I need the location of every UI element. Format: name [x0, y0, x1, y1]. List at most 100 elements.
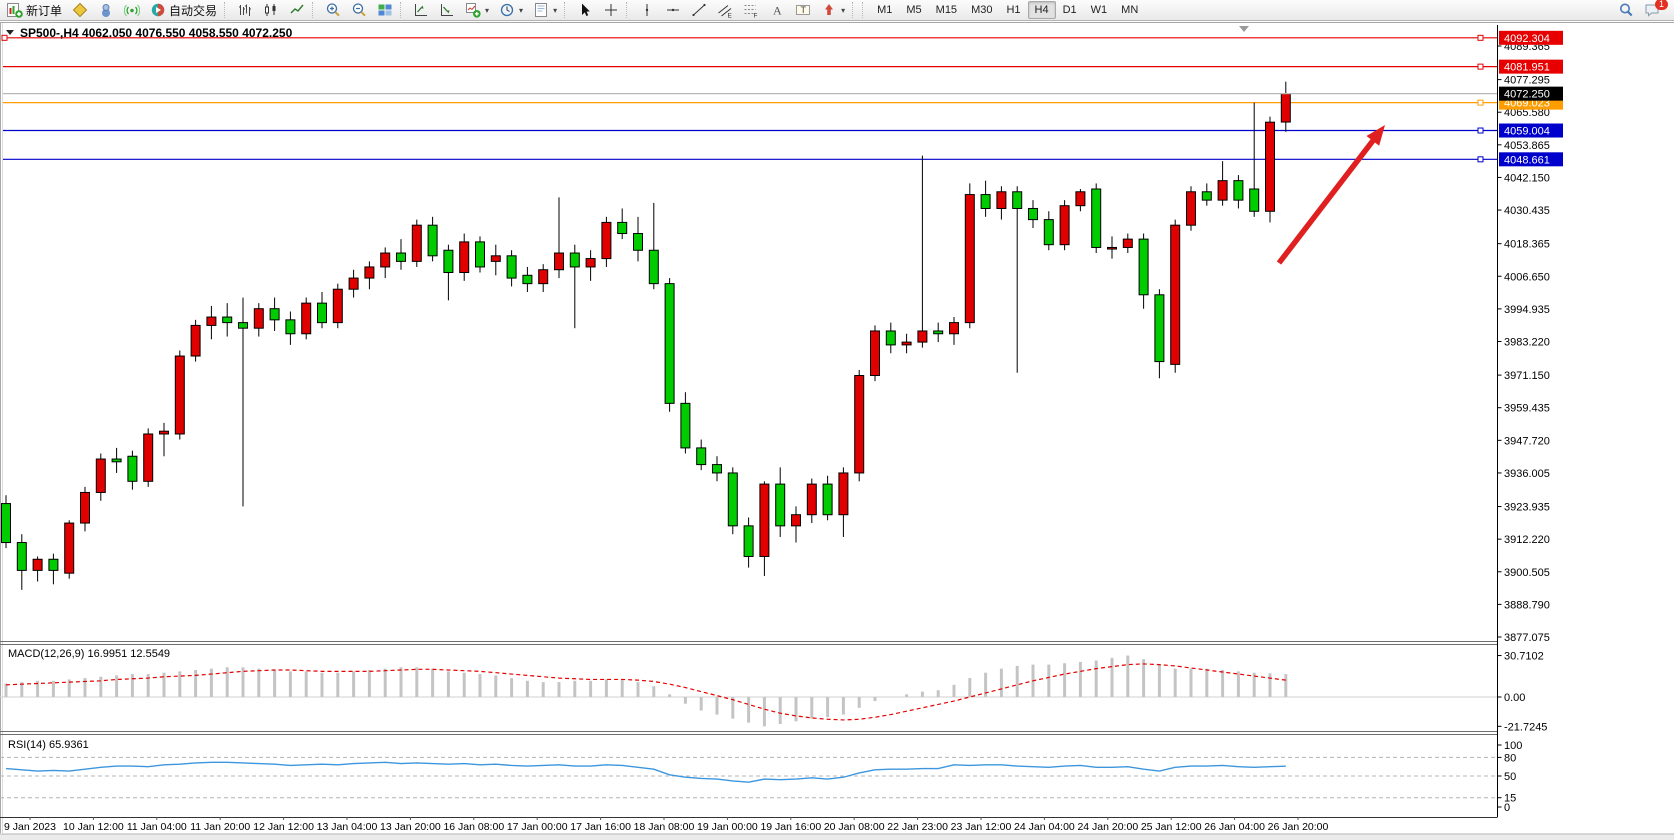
svg-text:17 Jan 16:00: 17 Jan 16:00 [570, 821, 631, 833]
status-strip [0, 834, 1674, 840]
chart-title[interactable]: SP500-,H4 4062.050 4076.550 4058.550 407… [6, 26, 293, 40]
search-button[interactable] [1614, 2, 1638, 19]
navigator-icon [441, 4, 454, 16]
svg-text:4042.150: 4042.150 [1504, 172, 1550, 184]
bar-chart-button[interactable] [233, 2, 257, 19]
toolbar-separator [564, 2, 570, 18]
equidistant-channel-icon: E [718, 5, 733, 18]
svg-text:13 Jan 20:00: 13 Jan 20:00 [380, 821, 441, 833]
svg-text:4053.865: 4053.865 [1504, 140, 1550, 152]
svg-text:T: T [801, 5, 807, 15]
timeframe-H4-button[interactable]: H4 [1027, 1, 1056, 19]
line-chart-button[interactable] [285, 2, 309, 19]
svg-text:17 Jan 00:00: 17 Jan 00:00 [507, 821, 568, 833]
navigator-button[interactable] [435, 2, 459, 19]
search-icon [1620, 3, 1633, 17]
template-icon [535, 3, 548, 17]
vertical-line-icon [645, 4, 649, 16]
svg-text:23 Jan 12:00: 23 Jan 12:00 [951, 821, 1012, 833]
svg-text:3888.790: 3888.790 [1504, 599, 1550, 611]
text-label-button[interactable]: T [791, 2, 815, 19]
rsi-line [5, 761, 1286, 783]
text-icon: A [773, 4, 782, 18]
svg-text:4077.295: 4077.295 [1504, 75, 1550, 87]
timeframe-W1-button[interactable]: W1 [1090, 4, 1108, 16]
macd-pane[interactable]: MACD(12,26,9) 16.9951 12.5549 [0, 648, 1498, 727]
shapes-button[interactable]: ▾ [817, 2, 849, 19]
svg-text:3900.505: 3900.505 [1504, 567, 1550, 579]
time-axis[interactable]: 9 Jan 2023 10 Jan 12:00 11 Jan 04:00 11 Jan… [4, 817, 1329, 833]
svg-text:4018.365: 4018.365 [1504, 239, 1550, 251]
fibonacci-button[interactable]: F [739, 2, 763, 19]
data-window-icon [415, 4, 428, 16]
zoom-in-button[interactable] [321, 2, 345, 19]
timeframe-H1-button[interactable]: H1 [1006, 4, 1021, 16]
current-price-badge [1499, 86, 1563, 101]
crosshair-button[interactable] [599, 2, 623, 19]
chart-shift-marker[interactable] [1239, 26, 1249, 32]
svg-text:13 Jan 04:00: 13 Jan 04:00 [317, 821, 378, 833]
timeframe-M5-button[interactable]: M5 [906, 4, 922, 16]
chevron-down-icon: ▾ [841, 5, 846, 15]
horizontal-line-objects[interactable] [1, 34, 1498, 163]
notification-badge: 1 [1655, 0, 1668, 10]
chat-button[interactable]: 1 [1640, 0, 1668, 19]
timeframe-M15-button[interactable]: M15 [935, 4, 958, 16]
price-badge: 4059.004 [1504, 126, 1550, 138]
autotrade-label: 自动交易 [169, 3, 218, 18]
svg-text:19 Jan 16:00: 19 Jan 16:00 [760, 821, 821, 833]
trendline-button[interactable] [687, 2, 711, 19]
timeframe-M30-button[interactable]: M30 [971, 4, 993, 16]
zoom-out-icon [352, 3, 366, 17]
add-indicator-button[interactable]: ▾ [461, 2, 493, 19]
template-button[interactable]: ▾ [529, 2, 561, 19]
experts-icon [102, 4, 111, 17]
signals-icon [124, 4, 141, 17]
chevron-down-icon: ▾ [485, 5, 490, 15]
svg-text:3936.005: 3936.005 [1504, 468, 1550, 480]
autotrade-button[interactable]: 自动交易 [146, 2, 221, 19]
timeframe-M1-button[interactable]: M1 [877, 4, 893, 16]
svg-text:3923.935: 3923.935 [1504, 502, 1550, 514]
equidistant-channel-button[interactable]: E [713, 2, 737, 19]
tile-windows-button[interactable] [373, 2, 397, 19]
vertical-line-button[interactable] [635, 2, 659, 19]
metaeditor-button[interactable] [68, 2, 92, 19]
text-button[interactable]: A [765, 2, 789, 19]
svg-text:22 Jan 23:00: 22 Jan 23:00 [887, 821, 948, 833]
timeframe-D1-button[interactable]: D1 [1062, 4, 1077, 16]
toolbar-separator [862, 2, 868, 18]
candle-chart-icon [265, 4, 276, 16]
trendline-icon [692, 3, 706, 17]
svg-text:3994.935: 3994.935 [1504, 304, 1550, 316]
zoom-out-button[interactable] [347, 2, 371, 19]
svg-text:11 Jan 04:00: 11 Jan 04:00 [127, 821, 187, 833]
new-order-label: 新订单 [26, 3, 63, 18]
text-label-icon: T [796, 5, 811, 15]
experts-button[interactable] [94, 2, 118, 19]
cursor-button[interactable] [573, 2, 597, 19]
rsi-pane[interactable]: RSI(14) 65.9361 [0, 739, 1498, 799]
signals-button[interactable] [120, 2, 144, 19]
horizontal-line-button[interactable] [661, 2, 685, 19]
period-icon [500, 3, 514, 17]
data-window-button[interactable] [409, 2, 433, 19]
period-button[interactable]: ▾ [495, 2, 527, 19]
svg-text:12 Jan 12:00: 12 Jan 12:00 [253, 821, 314, 833]
trend-arrow-annotation[interactable] [1276, 125, 1385, 265]
bar-chart-icon [239, 4, 252, 16]
price-axis[interactable]: 4089.3654077.2954065.5804053.8654042.150… [1497, 25, 1564, 817]
zoom-in-icon [326, 3, 340, 17]
new-order-icon [7, 3, 23, 18]
price-badge: 4048.661 [1504, 154, 1550, 166]
svg-text:-21.7245: -21.7245 [1504, 721, 1547, 733]
new-order-button[interactable]: 新订单 [3, 2, 66, 19]
timeframe-MN-button[interactable]: MN [1121, 4, 1139, 16]
svg-text:20 Jan 08:00: 20 Jan 08:00 [824, 821, 885, 833]
svg-text:18 Jan 08:00: 18 Jan 08:00 [634, 821, 695, 833]
candle-chart-button[interactable] [259, 2, 283, 19]
svg-text:24 Jan 04:00: 24 Jan 04:00 [1014, 821, 1075, 833]
svg-text:26 Jan 04:00: 26 Jan 04:00 [1204, 821, 1265, 833]
